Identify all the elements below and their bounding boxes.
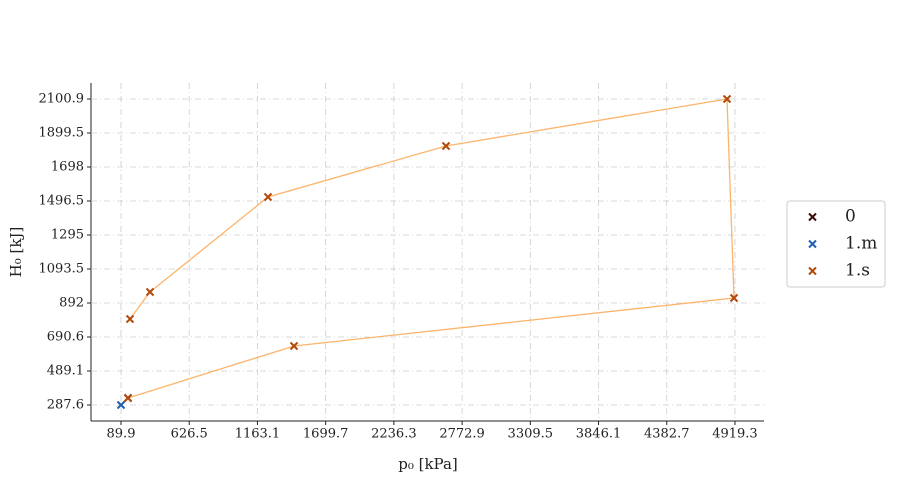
x-tick-label: 4382.7 xyxy=(644,427,690,442)
y-tick-label: 2100.9 xyxy=(39,91,85,106)
data-point xyxy=(289,341,299,351)
data-point xyxy=(125,314,135,324)
data-point xyxy=(123,393,133,403)
data-point xyxy=(441,141,451,151)
legend xyxy=(786,200,886,288)
x-tick-label: 2772.9 xyxy=(439,427,485,442)
x-tick-label: 3846.1 xyxy=(576,427,622,442)
x-tick-label: 1699.7 xyxy=(303,427,349,442)
y-tick-label: 690.6 xyxy=(47,329,84,344)
y-tick-label: 1899.5 xyxy=(39,125,85,140)
x-tick-label: 1163.1 xyxy=(235,427,281,442)
legend-label: 1.m xyxy=(845,234,877,254)
data-point xyxy=(729,293,739,303)
legend-marker xyxy=(808,266,817,276)
y-tick-label: 1496.5 xyxy=(39,193,85,208)
y-tick-label: 1093.5 xyxy=(39,262,85,277)
legend-label: 0 xyxy=(845,207,856,227)
data-point xyxy=(145,287,155,297)
y-tick-label: 287.6 xyxy=(47,398,84,413)
y-tick-label: 489.1 xyxy=(47,363,84,378)
data-point xyxy=(116,400,126,410)
legend-label: 1.s xyxy=(845,261,870,281)
data-point xyxy=(722,94,732,104)
y-tick-label: 892 xyxy=(59,296,84,311)
y-tick-label: 1295 xyxy=(51,227,84,242)
x-axis-label: p₀ [kPa] xyxy=(398,455,458,473)
x-tick-label: 626.5 xyxy=(171,427,208,442)
legend-marker xyxy=(808,239,817,249)
data-point xyxy=(263,192,273,202)
x-tick-label: 2236.3 xyxy=(371,427,417,442)
y-tick-label: 1698 xyxy=(51,159,84,174)
legend-marker xyxy=(808,212,817,222)
x-tick-label: 3309.5 xyxy=(508,427,554,442)
x-tick-label: 4919.3 xyxy=(712,427,758,442)
series-line xyxy=(127,98,735,399)
x-tick-label: 89.9 xyxy=(107,427,136,442)
y-axis-label: H₀ [kJ] xyxy=(7,227,25,278)
